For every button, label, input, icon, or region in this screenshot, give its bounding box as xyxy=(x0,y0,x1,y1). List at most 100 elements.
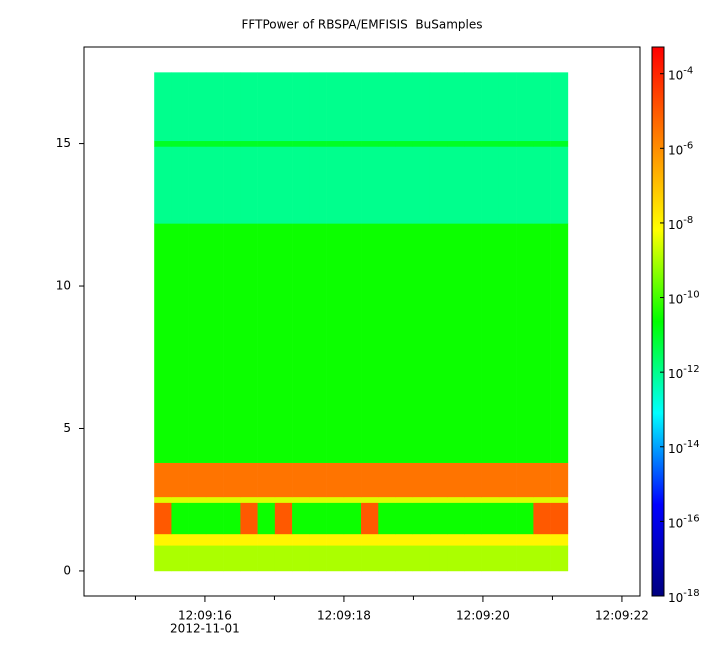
spectrogram-cell xyxy=(464,146,482,224)
spectrogram-cell xyxy=(223,140,241,147)
spectrogram-cell xyxy=(274,496,293,503)
spectrogram-cell xyxy=(533,533,551,546)
spectrogram-cell xyxy=(550,146,569,224)
spectrogram-cell xyxy=(292,502,310,535)
spectrogram-cell xyxy=(378,140,396,147)
spectrogram-cell xyxy=(205,545,224,572)
spectrogram-cell xyxy=(412,140,431,147)
colorbar-tick-label: 10-10 xyxy=(668,290,700,307)
spectrogram-cell xyxy=(326,533,345,546)
spectrogram-cell xyxy=(240,462,258,498)
spectrogram-cell xyxy=(274,140,293,147)
spectrogram-cell xyxy=(378,533,396,546)
spectrogram-cell xyxy=(309,72,327,142)
spectrogram-cell xyxy=(154,146,172,224)
spectrogram-cell xyxy=(257,146,276,224)
spectrogram-cell xyxy=(223,223,241,463)
spectrogram-cell xyxy=(223,496,241,503)
spectrogram-cell xyxy=(361,545,379,572)
spectrogram-cell xyxy=(326,502,345,535)
spectrogram-cell xyxy=(343,496,362,503)
spectrogram-cell xyxy=(309,545,327,572)
colorbar-tick-label: 10-12 xyxy=(668,364,700,381)
spectrogram-cell xyxy=(516,146,534,224)
spectrogram-cell xyxy=(464,496,482,503)
spectrogram-cell xyxy=(257,533,276,546)
spectrogram-cell xyxy=(550,140,569,147)
spectrogram-cell xyxy=(429,502,448,535)
spectrogram-cell xyxy=(533,545,551,572)
spectrogram-cell xyxy=(395,72,414,142)
spectrogram-cell xyxy=(309,502,327,535)
spectrogram-cell xyxy=(395,533,414,546)
spectrogram-cell xyxy=(309,146,327,224)
spectrogram-cell xyxy=(274,462,293,498)
spectrogram-cell xyxy=(205,146,224,224)
spectrogram-cell xyxy=(240,72,258,142)
spectrogram-cell xyxy=(395,462,414,498)
spectrogram-cell xyxy=(257,496,276,503)
spectrogram-cell xyxy=(154,502,172,535)
spectrogram-cell xyxy=(154,140,172,147)
spectrogram-cell xyxy=(274,223,293,463)
spectrogram-cell xyxy=(223,533,241,546)
spectrogram-cell xyxy=(309,462,327,498)
spectrogram-cell xyxy=(498,496,517,503)
spectrogram-cell xyxy=(343,545,362,572)
spectrogram-cell xyxy=(533,140,551,147)
x-tick-label: 12:09:20 xyxy=(456,609,510,623)
spectrogram-cell xyxy=(292,140,310,147)
spectrogram-cell xyxy=(429,146,448,224)
spectrogram-cell xyxy=(292,545,310,572)
spectrogram-cell xyxy=(361,72,379,142)
spectrogram-cell xyxy=(205,462,224,498)
spectrogram-cell xyxy=(516,533,534,546)
spectrogram-cell xyxy=(447,146,465,224)
spectrogram-cell xyxy=(498,223,517,463)
spectrogram-cell xyxy=(343,72,362,142)
x-tick-label: 12:09:18 xyxy=(317,609,371,623)
spectrogram-cell xyxy=(481,533,500,546)
spectrogram-cell xyxy=(326,462,345,498)
spectrogram-cell xyxy=(361,502,379,535)
spectrogram-cell xyxy=(412,502,431,535)
spectrogram-cell xyxy=(205,140,224,147)
spectrogram-cell xyxy=(447,72,465,142)
spectrogram-cell xyxy=(205,223,224,463)
spectrogram-cell xyxy=(343,140,362,147)
spectrogram-cell xyxy=(533,496,551,503)
colorbar-tick-label: 10-4 xyxy=(668,66,693,83)
spectrogram-cell xyxy=(533,502,551,535)
spectrogram-cell xyxy=(447,533,465,546)
spectrogram-cell xyxy=(498,462,517,498)
spectrogram-cell xyxy=(326,545,345,572)
spectrogram-cell xyxy=(498,533,517,546)
spectrogram-cell xyxy=(412,462,431,498)
spectrogram-cell xyxy=(205,502,224,535)
spectrogram-cell xyxy=(309,223,327,463)
spectrogram-cell xyxy=(343,462,362,498)
spectrogram-cell xyxy=(188,502,207,535)
spectrogram-cell xyxy=(464,140,482,147)
spectrogram-cell xyxy=(550,545,569,572)
spectrogram-cell xyxy=(274,502,293,535)
spectrogram-cell xyxy=(205,533,224,546)
spectrogram-cell xyxy=(533,72,551,142)
spectrogram-cell xyxy=(154,545,172,572)
spectrogram-cell xyxy=(464,223,482,463)
x-date-label: 2012-11-01 xyxy=(170,622,240,636)
spectrogram-cell xyxy=(292,146,310,224)
spectrogram-cell xyxy=(429,533,448,546)
spectrogram-cell xyxy=(481,462,500,498)
spectrogram-cell xyxy=(412,146,431,224)
spectrogram-cell xyxy=(292,462,310,498)
colorbar-tick-label: 10-14 xyxy=(668,439,700,456)
spectrogram-cell xyxy=(188,545,207,572)
spectrogram-cell xyxy=(257,72,276,142)
spectrogram-cell xyxy=(257,545,276,572)
colorbar-tick-label: 10-16 xyxy=(668,513,700,530)
spectrogram-cell xyxy=(412,545,431,572)
y-tick-label: 15 xyxy=(56,136,71,150)
spectrogram-cell xyxy=(395,146,414,224)
x-tick-label: 12:09:16 xyxy=(178,609,232,623)
